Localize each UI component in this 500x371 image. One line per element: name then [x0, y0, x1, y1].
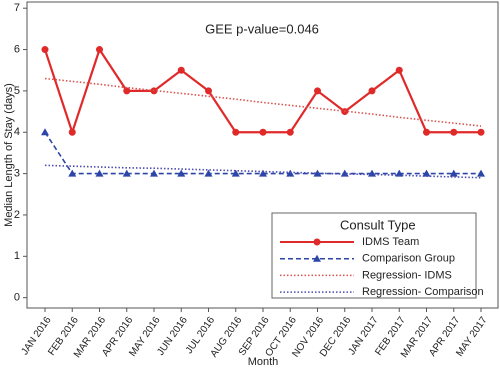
y-tick-label: 4	[14, 126, 20, 138]
marker	[123, 87, 131, 95]
marker	[150, 169, 158, 177]
marker	[204, 169, 213, 177]
annotation: GEE p-value=0.046	[205, 21, 319, 36]
marker	[232, 128, 240, 136]
marker	[313, 169, 322, 177]
marker	[205, 87, 212, 95]
marker	[395, 169, 404, 177]
marker	[313, 254, 321, 262]
legend-label: IDMS Team	[362, 236, 419, 248]
legend-title: Consult Type	[340, 217, 416, 232]
marker	[395, 66, 403, 74]
y-tick-label: 7	[14, 2, 20, 14]
marker	[313, 238, 321, 246]
series-line	[44, 77, 482, 127]
marker	[259, 128, 267, 136]
marker	[449, 169, 458, 177]
y-axis-label: Median Length of Stay (days)	[3, 83, 15, 227]
marker	[314, 87, 321, 95]
legend-label: Regression- IDMS	[362, 269, 452, 281]
y-tick-label: 0	[14, 292, 20, 304]
y-tick-label: 1	[14, 250, 20, 262]
marker	[259, 169, 267, 177]
marker	[423, 128, 430, 136]
marker	[340, 169, 349, 177]
y-tick-label: 6	[14, 43, 20, 55]
legend: Consult Type	[271, 212, 477, 299]
y-tick-label: 5	[14, 85, 20, 97]
legend-box	[271, 212, 477, 299]
marker	[41, 128, 49, 136]
legend-label: Comparison Group	[362, 253, 455, 265]
marker	[477, 169, 485, 177]
marker	[422, 169, 431, 177]
series-line	[44, 164, 482, 179]
marker	[177, 169, 186, 177]
y-tick-label: 3	[14, 168, 20, 180]
marker	[231, 169, 240, 177]
marker	[368, 87, 376, 95]
marker	[95, 169, 104, 177]
marker	[122, 169, 131, 177]
y-tick-label: 2	[14, 209, 20, 221]
legend-label: Regression- Comparison	[362, 286, 484, 298]
marker	[96, 46, 103, 54]
marker	[177, 66, 185, 74]
marker	[41, 46, 49, 54]
marker	[68, 169, 77, 177]
marker	[450, 128, 458, 136]
marker	[477, 128, 485, 136]
series-line	[43, 47, 481, 136]
marker	[286, 128, 294, 136]
marker	[68, 128, 76, 136]
series-line	[44, 131, 481, 175]
x-axis-label: Month	[248, 356, 279, 368]
